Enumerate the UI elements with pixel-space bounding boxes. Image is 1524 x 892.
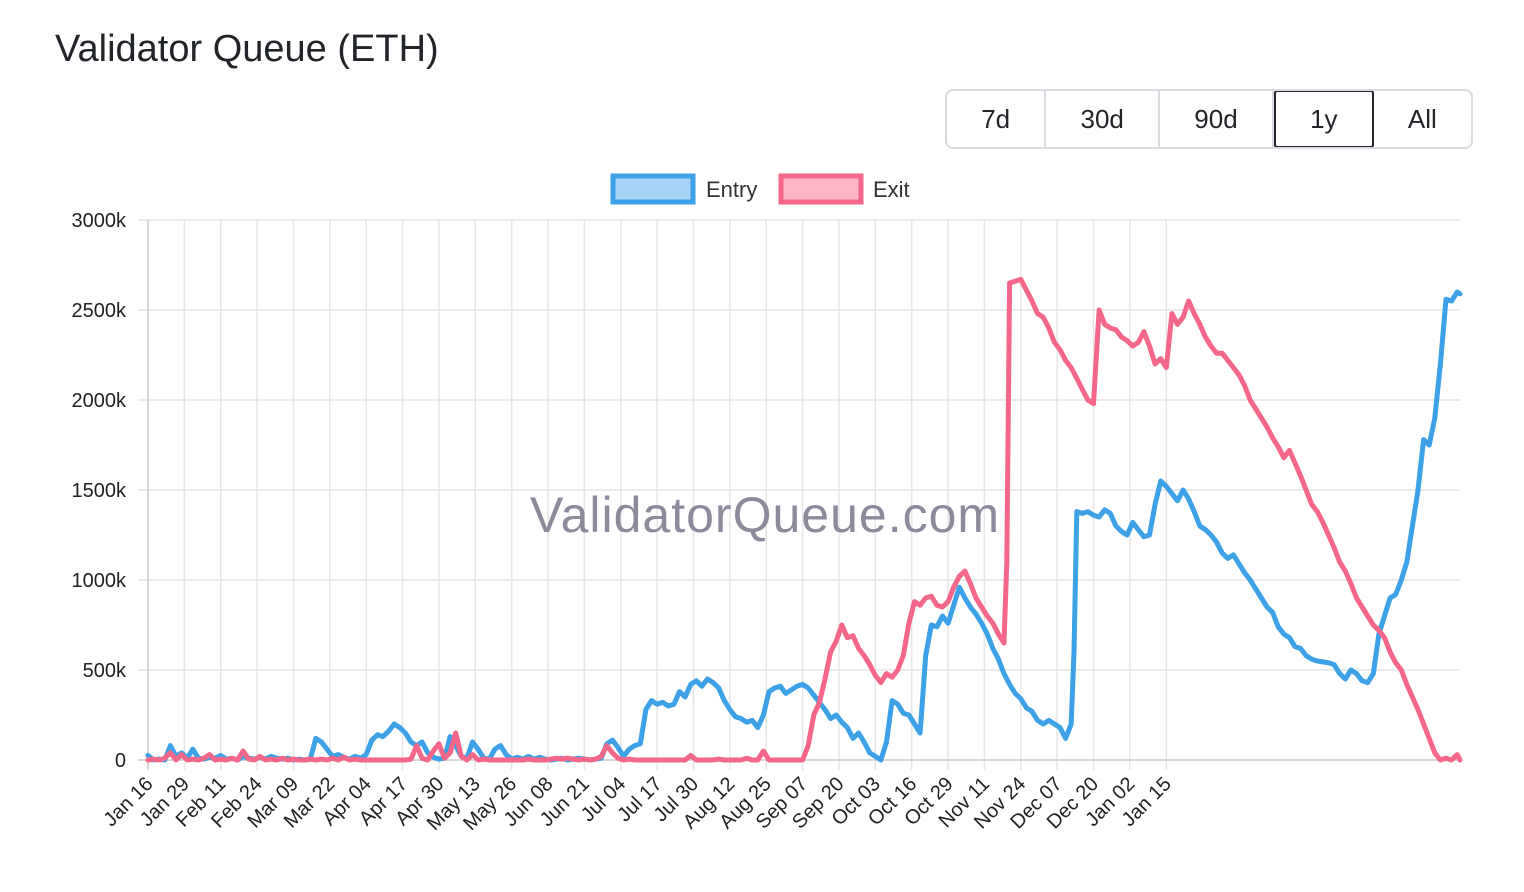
watermark-text: ValidatorQueue.com (530, 487, 1000, 543)
page-title: Validator Queue (ETH) (55, 28, 439, 70)
legend-entry-swatch[interactable] (610, 173, 696, 205)
legend-exit-label: Exit (873, 177, 910, 202)
y-tick-label: 1500k (72, 480, 127, 502)
chart-grid (138, 219, 1460, 770)
range-7d-button[interactable]: 7d (947, 91, 1047, 147)
series-line-entry[interactable] (145, 289, 1463, 763)
range-90d-button[interactable]: 90d (1160, 91, 1274, 147)
legend-entry-label: Entry (706, 177, 757, 202)
range-all-button[interactable]: All (1407, 103, 1437, 134)
chart-series (145, 276, 1463, 763)
y-tick-label: 0 (115, 750, 126, 772)
range-30d-button[interactable]: 30d (1046, 91, 1161, 147)
y-axis-ticks: 0 500k 1000k 1500k 2000k 2500k 3000k (72, 210, 127, 772)
legend-exit-swatch[interactable] (778, 173, 864, 205)
y-tick-label: 500k (83, 660, 127, 682)
y-tick-label: 1000k (72, 570, 127, 592)
range-1y-button[interactable]: 1y (1273, 91, 1374, 147)
chart-legend: Entry Exit (610, 173, 910, 205)
y-tick-label: 2000k (72, 390, 127, 412)
y-tick-label: 2500k (72, 300, 127, 322)
y-tick-label: 3000k (72, 210, 127, 232)
series-line-exit[interactable] (145, 276, 1463, 763)
time-range-selector: 7d 30d 90d 1y All (945, 89, 1473, 149)
